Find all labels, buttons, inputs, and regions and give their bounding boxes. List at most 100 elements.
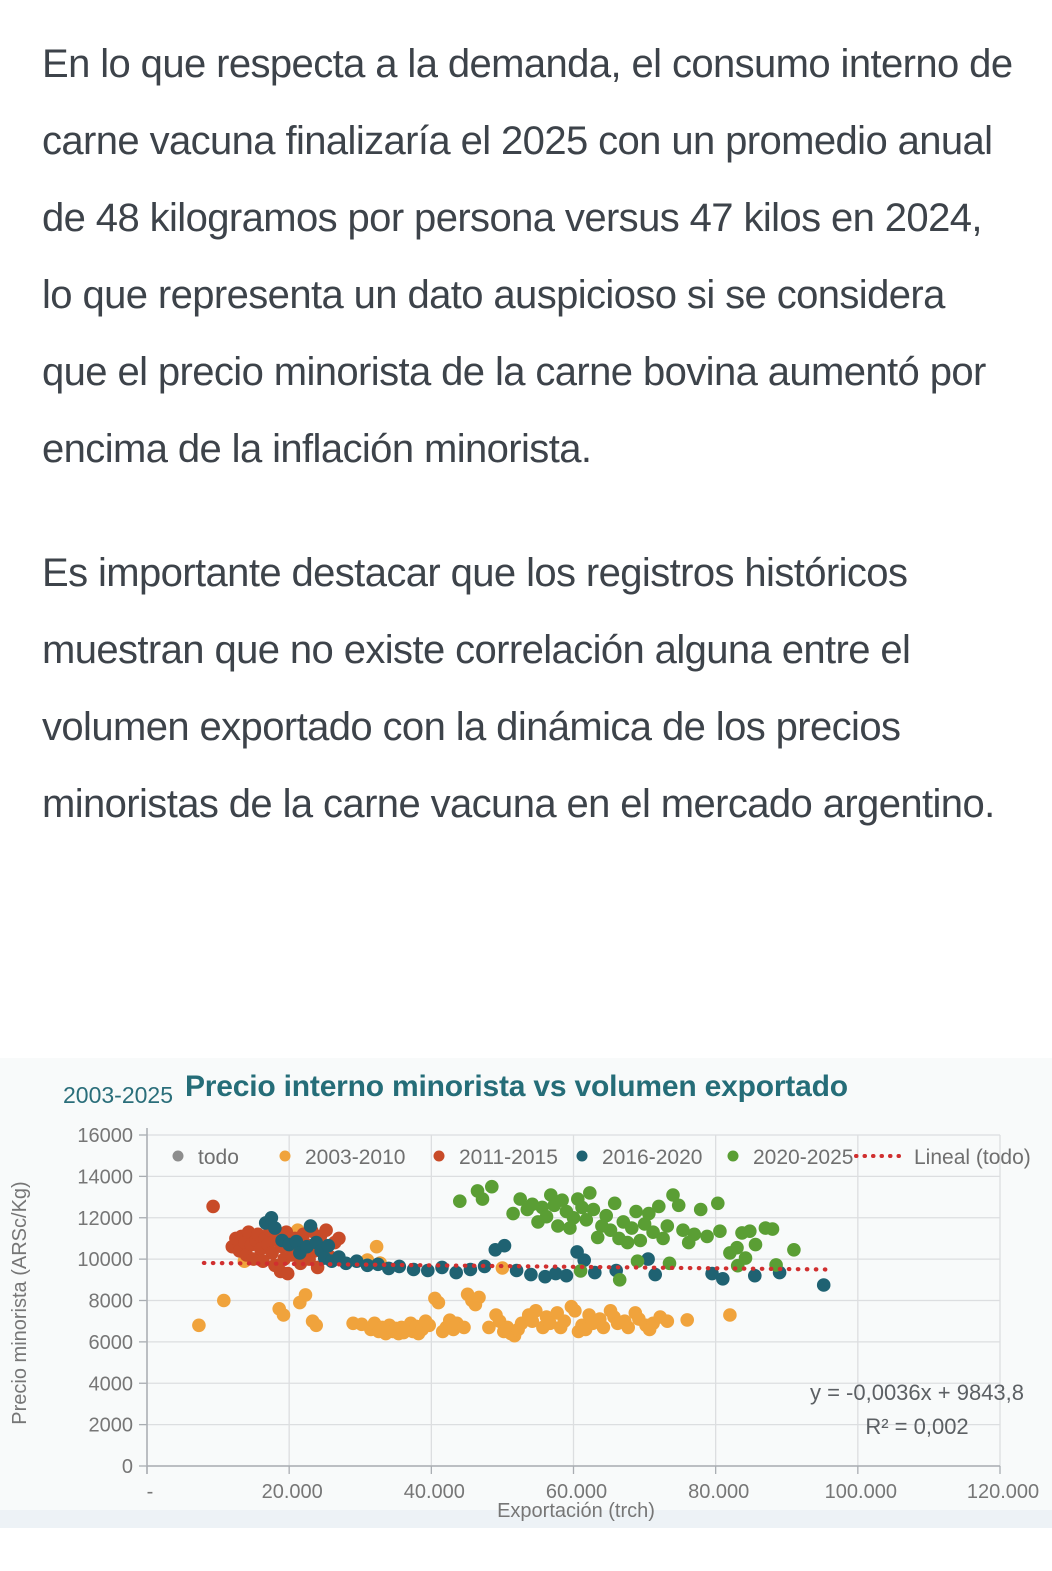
chart-background-strip	[0, 1510, 1052, 1528]
data-point	[217, 1293, 231, 1308]
data-point	[629, 1204, 643, 1219]
data-point	[513, 1192, 527, 1206]
data-point	[765, 1222, 780, 1236]
x-axis-title: Exportación (trch)	[497, 1500, 655, 1522]
y-tick-label: 4000	[89, 1373, 134, 1395]
data-point	[660, 1314, 675, 1328]
x-tick-label: 60.000	[546, 1481, 607, 1503]
data-point	[579, 1213, 594, 1227]
data-point	[730, 1240, 744, 1255]
trendline	[201, 1260, 832, 1272]
y-tick-label: 16000	[77, 1125, 133, 1147]
data-point	[693, 1202, 708, 1217]
y-tick-label: 0	[122, 1456, 133, 1478]
data-point	[620, 1235, 635, 1250]
data-point	[485, 1179, 499, 1194]
y-tick-label: 2000	[89, 1415, 134, 1437]
legend-label: 2020-2025	[753, 1146, 853, 1169]
legend-marker-2003-2010	[279, 1150, 291, 1162]
data-point	[206, 1199, 220, 1214]
data-point	[543, 1316, 557, 1331]
data-point	[449, 1265, 464, 1280]
x-tick-label: -	[147, 1481, 154, 1503]
data-point	[599, 1208, 613, 1223]
article-body: En lo que respecta a la demanda, el cons…	[42, 42, 1013, 826]
data-point	[563, 1221, 577, 1235]
data-point	[637, 1217, 652, 1231]
data-point	[289, 1234, 304, 1249]
data-point	[630, 1254, 645, 1268]
data-point	[268, 1221, 282, 1235]
data-point	[506, 1206, 520, 1221]
data-point	[457, 1320, 471, 1335]
x-tick-label: 120.000	[967, 1481, 1039, 1503]
data-point	[495, 1261, 510, 1275]
data-point	[497, 1238, 512, 1253]
data-point	[475, 1192, 490, 1206]
data-point	[583, 1186, 597, 1200]
data-point	[482, 1320, 496, 1335]
data-point	[577, 1253, 591, 1267]
data-point	[680, 1313, 694, 1327]
data-point	[642, 1206, 656, 1221]
legend-label: 2016-2020	[602, 1146, 702, 1169]
data-point	[319, 1223, 333, 1237]
chart-title: Precio interno minorista vs volumen expo…	[185, 1070, 848, 1103]
trendline-equation: y = -0,0036x + 9843,8	[810, 1380, 1024, 1405]
data-point	[332, 1231, 346, 1246]
y-tick-label: 14000	[77, 1166, 133, 1188]
data-point	[559, 1268, 574, 1283]
legend-label: 2003-2010	[305, 1146, 405, 1169]
data-point	[676, 1223, 690, 1237]
data-point	[646, 1225, 660, 1239]
legend-marker-todo	[172, 1150, 184, 1162]
y-tick-label: 10000	[77, 1249, 133, 1271]
chart-legend: todo 2003-2010 2011-2015 2016-2020 2020-2025…	[172, 1146, 1031, 1169]
legend-marker-2016-2020	[576, 1150, 588, 1162]
data-point	[641, 1252, 655, 1266]
data-point	[339, 1256, 353, 1271]
data-point	[369, 1239, 384, 1254]
data-point	[568, 1304, 582, 1318]
data-point	[544, 1188, 558, 1202]
data-point	[525, 1314, 540, 1328]
chart-section: 2003-2025 Precio interno minorista vs vo…	[0, 1058, 1052, 1571]
y-axis-title: Precio minorista (ARSc/Kg)	[9, 1181, 31, 1424]
data-point	[621, 1320, 635, 1335]
data-point	[588, 1265, 602, 1280]
data-point	[421, 1263, 435, 1278]
data-point	[648, 1267, 662, 1282]
data-point	[787, 1243, 801, 1257]
data-point	[633, 1233, 648, 1248]
y-tick-label: 8000	[89, 1291, 134, 1313]
x-tick-label: 80.000	[688, 1481, 749, 1503]
legend-label: todo	[198, 1146, 239, 1169]
data-point	[666, 1188, 680, 1202]
data-point	[713, 1224, 727, 1238]
legend-label: Lineal (todo)	[914, 1146, 1031, 1169]
data-point	[816, 1278, 831, 1292]
data-point	[607, 1196, 622, 1211]
data-point	[660, 1219, 675, 1233]
data-point	[671, 1198, 686, 1213]
data-point	[596, 1320, 611, 1335]
data-point	[276, 1308, 291, 1322]
data-point	[280, 1266, 295, 1281]
data-point	[551, 1219, 565, 1233]
data-point	[566, 1211, 581, 1225]
chart-period-label: 2003-2025	[63, 1082, 173, 1108]
trendline-r-squared: R² = 0,002	[865, 1414, 968, 1439]
x-tick-label: 40.000	[404, 1481, 465, 1503]
data-point	[612, 1273, 627, 1287]
data-point	[524, 1267, 538, 1282]
data-point	[590, 1230, 605, 1245]
data-point	[539, 1209, 554, 1224]
data-point	[529, 1304, 543, 1318]
data-point	[652, 1199, 666, 1214]
data-point	[557, 1314, 572, 1328]
series-2003-2010	[192, 1223, 737, 1343]
data-point	[548, 1266, 563, 1281]
data-point	[656, 1231, 670, 1246]
data-point	[371, 1257, 385, 1272]
data-point	[743, 1224, 757, 1238]
